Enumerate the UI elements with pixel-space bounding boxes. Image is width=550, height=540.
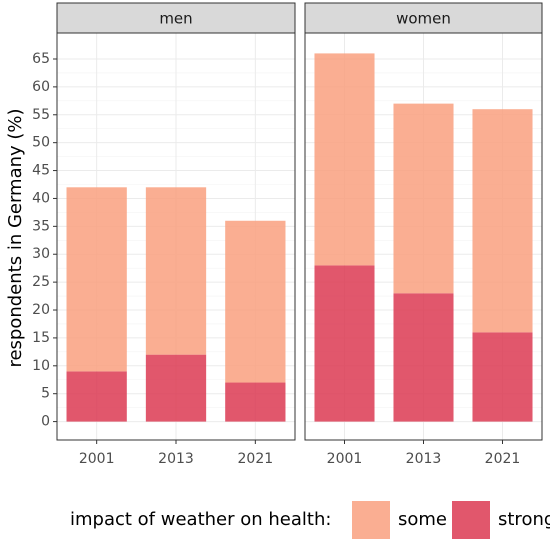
facet-strip xyxy=(56,2,296,34)
y-tick-label: 0 xyxy=(41,414,50,430)
bar xyxy=(225,382,286,422)
legend-title: impact of weather on health: xyxy=(70,509,331,530)
bar xyxy=(393,103,454,294)
legend-label: strong xyxy=(498,509,550,530)
legend-swatch xyxy=(352,501,390,539)
y-tick-label: 45 xyxy=(32,163,50,179)
y-tick-label: 5 xyxy=(41,386,50,402)
bar xyxy=(472,109,533,333)
bar xyxy=(145,354,207,422)
y-tick-label: 65 xyxy=(32,51,50,67)
facet-title: men xyxy=(159,10,192,28)
bar xyxy=(393,293,454,422)
y-tick-label: 30 xyxy=(32,246,50,262)
panel-border xyxy=(56,32,296,441)
bar xyxy=(472,332,533,422)
y-tick-label: 40 xyxy=(32,190,50,206)
x-tick-label: 2001 xyxy=(327,451,363,467)
y-tick-label: 10 xyxy=(32,358,50,374)
x-tick-label: 2021 xyxy=(485,451,521,467)
legend-swatch xyxy=(452,501,490,539)
bar xyxy=(314,53,375,266)
x-tick-label: 2021 xyxy=(238,451,274,467)
y-tick-label: 15 xyxy=(32,330,50,346)
bar xyxy=(225,220,286,383)
bar xyxy=(66,187,127,372)
bar xyxy=(66,371,127,422)
legend-label: some xyxy=(398,509,447,530)
x-tick-label: 2001 xyxy=(79,451,115,467)
y-tick-label: 20 xyxy=(32,302,50,318)
y-axis-title: respondents in Germany (%) xyxy=(5,108,26,367)
y-tick-label: 25 xyxy=(32,274,50,290)
x-tick-label: 2013 xyxy=(158,451,194,467)
x-tick-label: 2013 xyxy=(406,451,442,467)
y-tick-label: 60 xyxy=(32,79,50,95)
y-tick-label: 35 xyxy=(32,218,50,234)
y-tick-label: 55 xyxy=(32,107,50,123)
y-tick-label: 50 xyxy=(32,135,50,151)
bar xyxy=(314,265,375,422)
facet-title: women xyxy=(396,10,451,28)
bar xyxy=(145,187,207,355)
panel-border xyxy=(304,32,543,441)
